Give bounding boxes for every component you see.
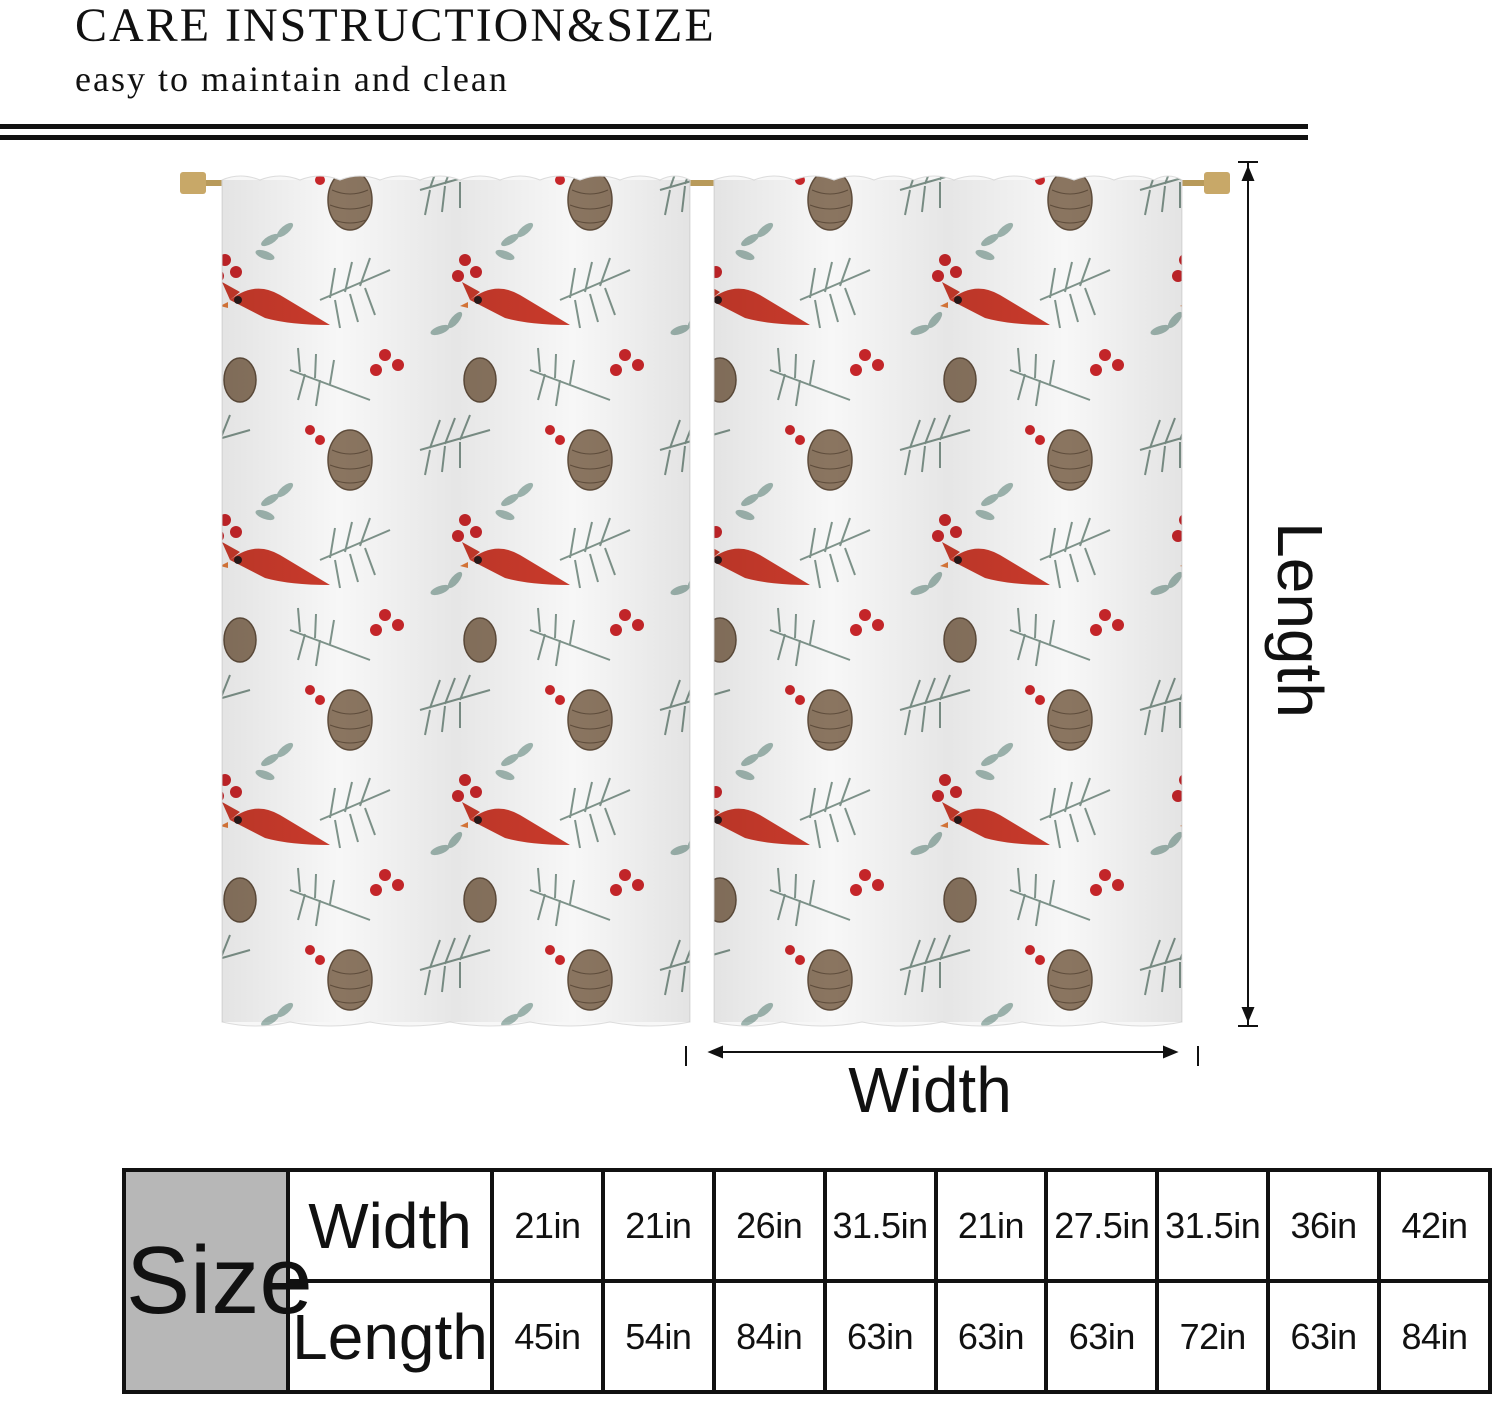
- table-row: Length 45in 54in 84in 63in 63in 63in 72i…: [124, 1279, 1492, 1394]
- width-label: Width: [848, 1054, 1012, 1126]
- divider-line: [0, 135, 1308, 140]
- size-header-cell: Size: [122, 1168, 313, 1394]
- table-cell: 31.5in: [822, 1168, 938, 1283]
- table-cell: 21in: [600, 1168, 716, 1283]
- length-label: Length: [1264, 522, 1336, 718]
- page-subtitle: easy to maintain and clean: [75, 59, 509, 99]
- table-cell: 21in: [490, 1168, 605, 1283]
- table-cell: 72in: [1155, 1279, 1271, 1394]
- curtain-panel-right: [713, 175, 1183, 1027]
- size-table: Size Width 21in 21in 26in 31.5in 21in 27…: [122, 1168, 1492, 1394]
- width-dimension-line: [685, 1045, 1199, 1066]
- table-cell: 21in: [933, 1168, 1049, 1283]
- table-cell: 63in: [1266, 1279, 1381, 1394]
- table-cell: 45in: [490, 1279, 605, 1394]
- table-cell: 31.5in: [1155, 1168, 1271, 1283]
- table-cell: 63in: [822, 1279, 938, 1394]
- table-cell: 27.5in: [1044, 1168, 1160, 1283]
- length-dimension-line: [1238, 161, 1258, 1027]
- table-cell: 84in: [711, 1279, 827, 1394]
- table-cell: 36in: [1266, 1168, 1381, 1283]
- page-title: CARE INSTRUCTION&SIZE: [75, 0, 716, 52]
- table-cell: 63in: [1044, 1279, 1160, 1394]
- width-row-label: Width: [286, 1168, 494, 1283]
- table-cell: 63in: [933, 1279, 1049, 1394]
- divider-line: [0, 124, 1308, 129]
- table-cell: 26in: [711, 1168, 827, 1283]
- table-cell: 84in: [1377, 1279, 1492, 1394]
- table-cell: 42in: [1377, 1168, 1492, 1283]
- length-row-label: Length: [286, 1279, 494, 1394]
- curtain-panel-left: [221, 175, 691, 1027]
- table-row: Size Width 21in 21in 26in 31.5in 21in 27…: [122, 1168, 1492, 1394]
- table-cell: 54in: [600, 1279, 716, 1394]
- curtain-illustration: [180, 161, 1258, 1066]
